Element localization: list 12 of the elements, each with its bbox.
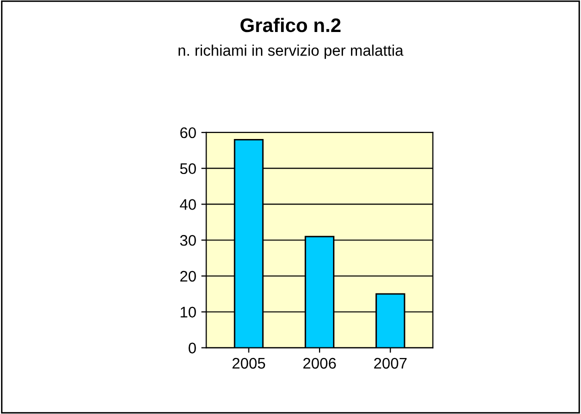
x-tick-label: 2007: [374, 358, 407, 369]
y-tick-label: 20: [180, 270, 196, 282]
x-tick-label: 2005: [232, 358, 266, 369]
y-tick-label: 10: [180, 306, 196, 318]
y-tick-label: 60: [180, 127, 196, 138]
x-tick-label: 2006: [303, 358, 336, 369]
y-tick-label: 40: [180, 199, 196, 210]
y-tick-label: 30: [180, 234, 196, 246]
y-tick-label: 0: [188, 342, 196, 354]
chart-subtitle: n. richiami in servizio per malattia: [178, 44, 404, 59]
y-tick-label: 50: [180, 163, 196, 174]
chart-title: Grafico n.2: [240, 18, 341, 32]
